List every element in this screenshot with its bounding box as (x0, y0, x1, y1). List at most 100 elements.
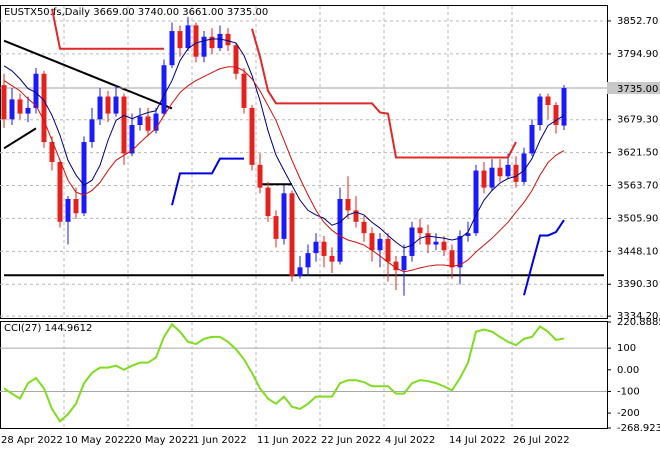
candle-body (513, 164, 519, 182)
candle-body (505, 164, 511, 177)
candle-body (473, 170, 479, 234)
candle-body (241, 73, 247, 108)
candle-body (129, 124, 135, 154)
candle-body (449, 250, 455, 268)
candle-body (281, 193, 287, 239)
x-tick-label: 26 Jul 2022 (513, 435, 570, 446)
candle-body (329, 255, 335, 262)
y-tick-label: 3448.10 (617, 246, 658, 257)
panel-title: CCI(27) 144.9612 (4, 323, 92, 334)
candle-body (17, 99, 23, 114)
candle-body (409, 227, 415, 256)
candle-body (561, 87, 567, 126)
candle-body (441, 241, 447, 251)
overlay-line (3, 38, 565, 249)
candle-body (9, 99, 15, 120)
y-tick-label: 3390.30 (617, 279, 658, 290)
cci-line (3, 322, 565, 423)
candle-body (169, 31, 175, 66)
candle-body (305, 253, 311, 268)
candle-body (425, 233, 431, 245)
candle-body (153, 113, 159, 131)
candle-body (489, 167, 495, 188)
candle-body (481, 170, 487, 188)
y-tick-label: -100 (617, 386, 640, 397)
panel-title: EUSTX50.fs,Daily 3669.00 3740.00 3661.00… (4, 7, 268, 18)
candle-body (225, 33, 231, 46)
candle-body (49, 142, 55, 162)
y-tick-label: 3679.30 (617, 115, 658, 126)
candle-body (97, 96, 103, 120)
x-tick-label: 22 Jun 2022 (321, 435, 381, 446)
x-tick-label: 1 Jun 2022 (193, 435, 247, 446)
candle-body (105, 96, 111, 114)
y-tick-label: 220.8885 (617, 317, 660, 328)
candle-body (361, 221, 367, 234)
y-tick-label: 3505.90 (617, 213, 658, 224)
last-price-label: 3735.00 (617, 84, 658, 95)
candle-body (529, 124, 535, 154)
candle-body (73, 199, 79, 214)
candle-body (369, 233, 375, 251)
candle-body (217, 33, 223, 49)
x-tick-label: 11 Jun 2022 (257, 435, 317, 446)
y-tick-label: 3852.70 (617, 16, 658, 27)
candle-body (161, 65, 167, 114)
candle-body (385, 238, 391, 262)
candle-body (377, 238, 383, 251)
candle-body (345, 199, 351, 211)
candle-body (553, 105, 559, 125)
candle-body (297, 267, 303, 276)
candle-body (401, 255, 407, 271)
x-tick-label: 14 Jul 2022 (449, 435, 506, 446)
candle-body (201, 36, 207, 57)
candle-body (1, 85, 7, 120)
candle-body (185, 25, 191, 49)
candle-body (497, 167, 503, 177)
candle-body (257, 164, 263, 188)
candle-body (33, 73, 39, 108)
candle-body (81, 142, 87, 214)
candle-body (113, 96, 119, 114)
overlay-line (3, 66, 565, 273)
candle-body (457, 236, 463, 268)
candle-body (321, 241, 327, 256)
candle-body (537, 96, 543, 125)
cci-panel-frame (0, 321, 608, 429)
candle-body (121, 96, 127, 154)
candle-body (41, 73, 47, 143)
y-tick-label: -268.9239 (617, 423, 660, 434)
last-price-box (607, 81, 660, 94)
y-tick-label: 100 (617, 343, 636, 354)
overlay-line (171, 157, 565, 296)
trend-line (3, 39, 173, 110)
candle-body (545, 96, 551, 106)
candle-body (209, 36, 215, 49)
candle-body (65, 199, 71, 222)
candle-body (273, 216, 279, 239)
price-panel-frame (0, 5, 608, 319)
candle-body (417, 227, 423, 234)
y-tick-label: 0.00 (617, 365, 639, 376)
overlay-line (51, 8, 517, 159)
trend-line (3, 127, 37, 150)
y-tick-label: 3563.70 (617, 181, 658, 192)
candle-body (145, 116, 151, 131)
x-tick-label: 4 Jul 2022 (385, 435, 435, 446)
candle-body (177, 31, 183, 49)
candle-body (353, 210, 359, 222)
candle-body (433, 241, 439, 245)
y-tick-label: 3621.50 (617, 148, 658, 159)
y-tick-label: 3794.90 (617, 49, 658, 60)
candle-body (249, 107, 255, 165)
candle-body (289, 193, 295, 276)
candle-body (25, 107, 31, 114)
candle-body (393, 261, 399, 271)
candle-body (89, 119, 95, 143)
x-tick-label: 28 Apr 2022 (1, 435, 63, 446)
candle-body (233, 45, 239, 74)
y-tick-label: -200 (617, 408, 640, 419)
candle-body (337, 199, 343, 262)
